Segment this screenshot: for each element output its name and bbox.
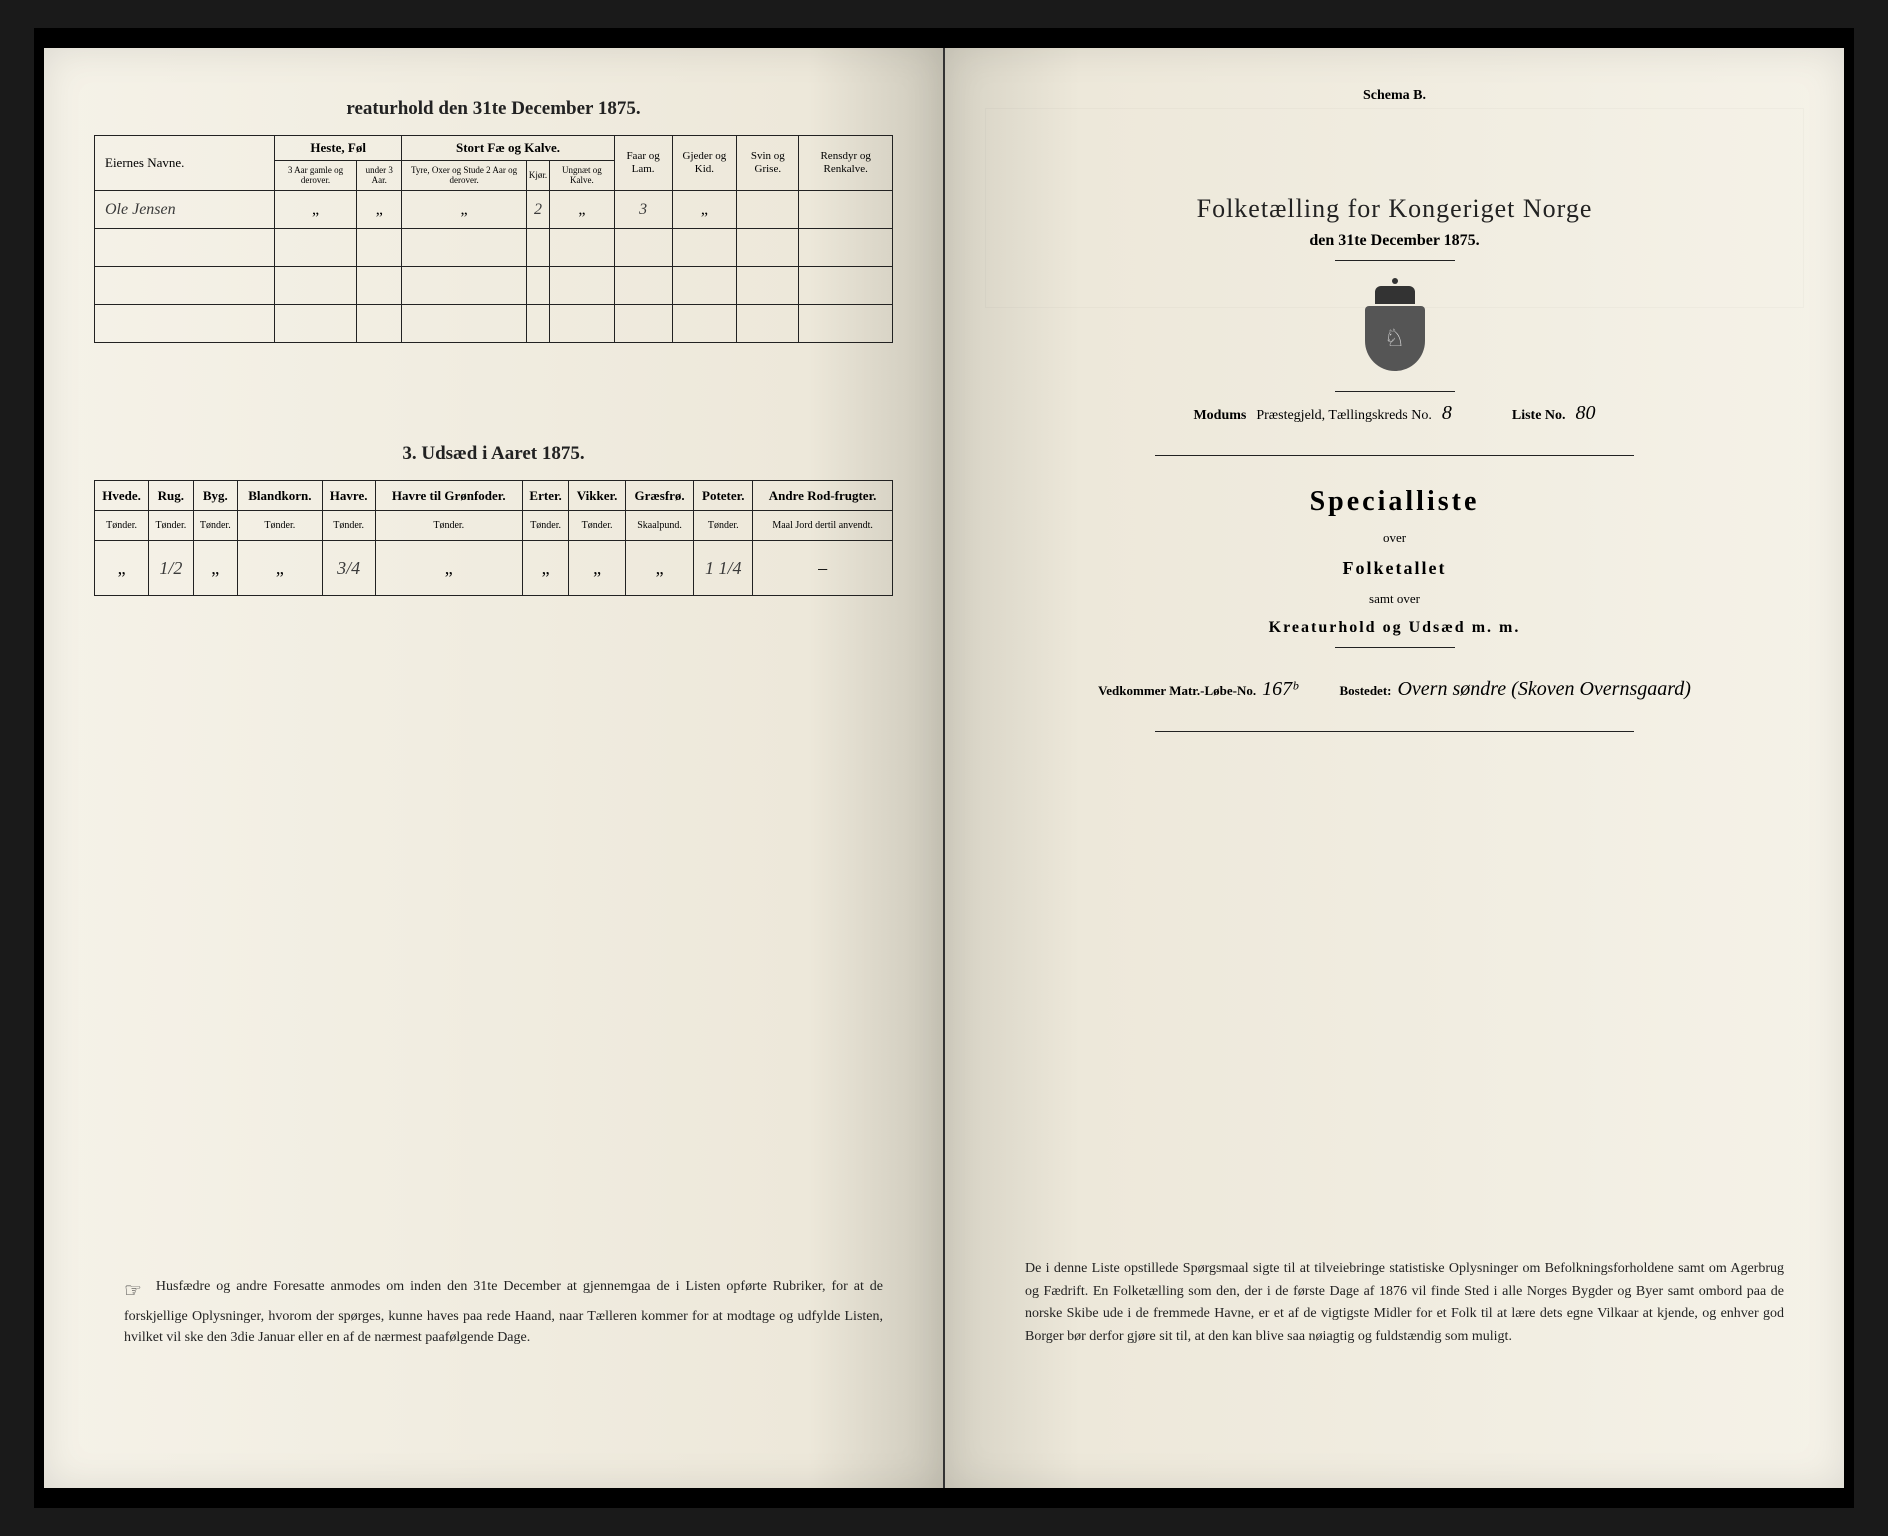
table-row: Ole Jensen „ „ „ 2 „ 3 „ — [95, 191, 893, 229]
cell-goats: „ — [672, 191, 737, 229]
col-cows: Kjør. — [526, 160, 549, 191]
col-reindeer: Rensdyr og Renkalve. — [799, 136, 893, 191]
pointing-hand-icon: ☞ — [124, 1276, 142, 1306]
col-calves: Ungnæt og Kalve. — [550, 160, 615, 191]
val-oats-green: „ — [375, 541, 522, 596]
col-barley: Byg. — [193, 481, 237, 511]
col-group-cattle: Stort Fæ og Kalve. — [402, 136, 614, 161]
col-peas: Erter. — [522, 481, 568, 511]
col-group-horses: Heste, Føl — [275, 136, 402, 161]
livestock-table-title: reaturhold den 31te December 1875. — [94, 98, 893, 120]
val-barley: „ — [193, 541, 237, 596]
col-mixed: Blandkorn. — [238, 481, 323, 511]
samt-label: samt over — [995, 591, 1794, 607]
unit: Tønder. — [322, 511, 375, 541]
col-oats: Havre. — [322, 481, 375, 511]
col-grass-seed: Græsfrø. — [625, 481, 693, 511]
table-row: „ 1/2 „ „ 3/4 „ „ „ „ 1 1/4 – — [95, 541, 893, 596]
val-roots: – — [753, 541, 893, 596]
col-owner: Eiernes Navne. — [95, 136, 275, 191]
matr-label: Vedkommer Matr.-Løbe-No. — [1098, 683, 1256, 699]
col-wheat: Hvede. — [95, 481, 149, 511]
sowing-table-title: 3. Udsæd i Aaret 1875. — [94, 443, 893, 465]
cell-reindeer — [799, 191, 893, 229]
col-vetches: Vikker. — [569, 481, 626, 511]
right-footnote: De i denne Liste opstillede Spørgsmaal s… — [1025, 1258, 1784, 1348]
district-number: 8 — [1442, 402, 1452, 425]
owner-name: Ole Jensen — [95, 191, 275, 229]
cell-cows: 2 — [526, 191, 549, 229]
col-rye: Rug. — [149, 481, 193, 511]
list-label: Liste No. — [1512, 408, 1566, 424]
table-row — [95, 305, 893, 343]
val-wheat: „ — [95, 541, 149, 596]
unit: Skaalpund. — [625, 511, 693, 541]
unit: Tønder. — [95, 511, 149, 541]
cell-horses-young: „ — [357, 191, 402, 229]
title-text: reaturhold den 31te December 1875. — [346, 98, 640, 119]
cell-sheep: 3 — [614, 191, 672, 229]
bosted-label: Bostedet: — [1339, 683, 1391, 699]
divider — [1155, 731, 1634, 732]
over-label: over — [995, 530, 1794, 546]
col-horses-young: under 3 Aar. — [357, 160, 402, 191]
col-potatoes: Poteter. — [694, 481, 753, 511]
cell-calves: „ — [550, 191, 615, 229]
bosted-value: Overn søndre (Skoven Overnsgaard) — [1397, 678, 1690, 701]
census-book-spread: reaturhold den 31te December 1875. Eiern… — [34, 28, 1854, 1508]
kreatur-label: Kreaturhold og Udsæd m. m. — [995, 619, 1794, 637]
col-oats-green: Havre til Grønfoder. — [375, 481, 522, 511]
folketallet-label: Folketallet — [995, 558, 1794, 579]
sowing-table: Hvede. Rug. Byg. Blandkorn. Havre. Havre… — [94, 480, 893, 596]
list-number: 80 — [1576, 402, 1596, 425]
norway-coat-of-arms-icon: ♘ — [1360, 286, 1430, 371]
col-roots: Andre Rod-frugter. — [753, 481, 893, 511]
divider — [1335, 391, 1455, 392]
left-page: reaturhold den 31te December 1875. Eiern… — [44, 48, 945, 1488]
val-potatoes: 1 1/4 — [694, 541, 753, 596]
unit: Tønder. — [569, 511, 626, 541]
val-oats: 3/4 — [322, 541, 375, 596]
census-date: den 31te December 1875. — [995, 232, 1794, 250]
col-bulls: Tyre, Oxer og Stude 2 Aar og derover. — [402, 160, 526, 191]
divider — [1335, 647, 1455, 648]
district-line: Modums Præstegjeld, Tællingskreds No. 8 … — [995, 402, 1794, 425]
col-goats: Gjeder og Kid. — [672, 136, 737, 191]
divider — [1155, 455, 1634, 456]
right-page: Schema B. Folketælling for Kongeriget No… — [945, 48, 1844, 1488]
crown-icon — [1375, 286, 1415, 304]
val-vetches: „ — [569, 541, 626, 596]
divider — [1335, 260, 1455, 261]
specialliste-title: Specialliste — [995, 486, 1794, 518]
shield-icon: ♘ — [1365, 306, 1425, 371]
table-row — [95, 229, 893, 267]
unit: Tønder. — [375, 511, 522, 541]
unit: Tønder. — [238, 511, 323, 541]
district-prefix: Modums — [1193, 408, 1246, 424]
schema-label: Schema B. — [995, 88, 1794, 104]
unit: Tønder. — [149, 511, 193, 541]
footnote-text: Husfædre og andre Foresatte anmodes om i… — [124, 1279, 883, 1345]
unit: Tønder. — [193, 511, 237, 541]
col-pigs: Svin og Grise. — [737, 136, 799, 191]
col-sheep: Faar og Lam. — [614, 136, 672, 191]
cell-pigs — [737, 191, 799, 229]
cell-bulls: „ — [402, 191, 526, 229]
unit: Tønder. — [522, 511, 568, 541]
val-mixed: „ — [238, 541, 323, 596]
val-grass: „ — [625, 541, 693, 596]
cell-horses-old: „ — [275, 191, 357, 229]
unit: Tønder. — [694, 511, 753, 541]
val-rye: 1/2 — [149, 541, 193, 596]
livestock-table: Eiernes Navne. Heste, Føl Stort Fæ og Ka… — [94, 135, 893, 343]
col-horses-old: 3 Aar gamle og derover. — [275, 160, 357, 191]
matr-line: Vedkommer Matr.-Løbe-No. 167ᵇ Bostedet: … — [995, 678, 1794, 701]
unit: Maal Jord dertil anvendt. — [753, 511, 893, 541]
table-row — [95, 267, 893, 305]
census-title: Folketælling for Kongeriget Norge — [995, 194, 1794, 224]
val-peas: „ — [522, 541, 568, 596]
matr-number: 167ᵇ — [1262, 678, 1297, 701]
district-label: Præstegjeld, Tællingskreds No. — [1256, 408, 1432, 424]
left-footnote: ☞ Husfædre og andre Foresatte anmodes om… — [124, 1276, 883, 1348]
